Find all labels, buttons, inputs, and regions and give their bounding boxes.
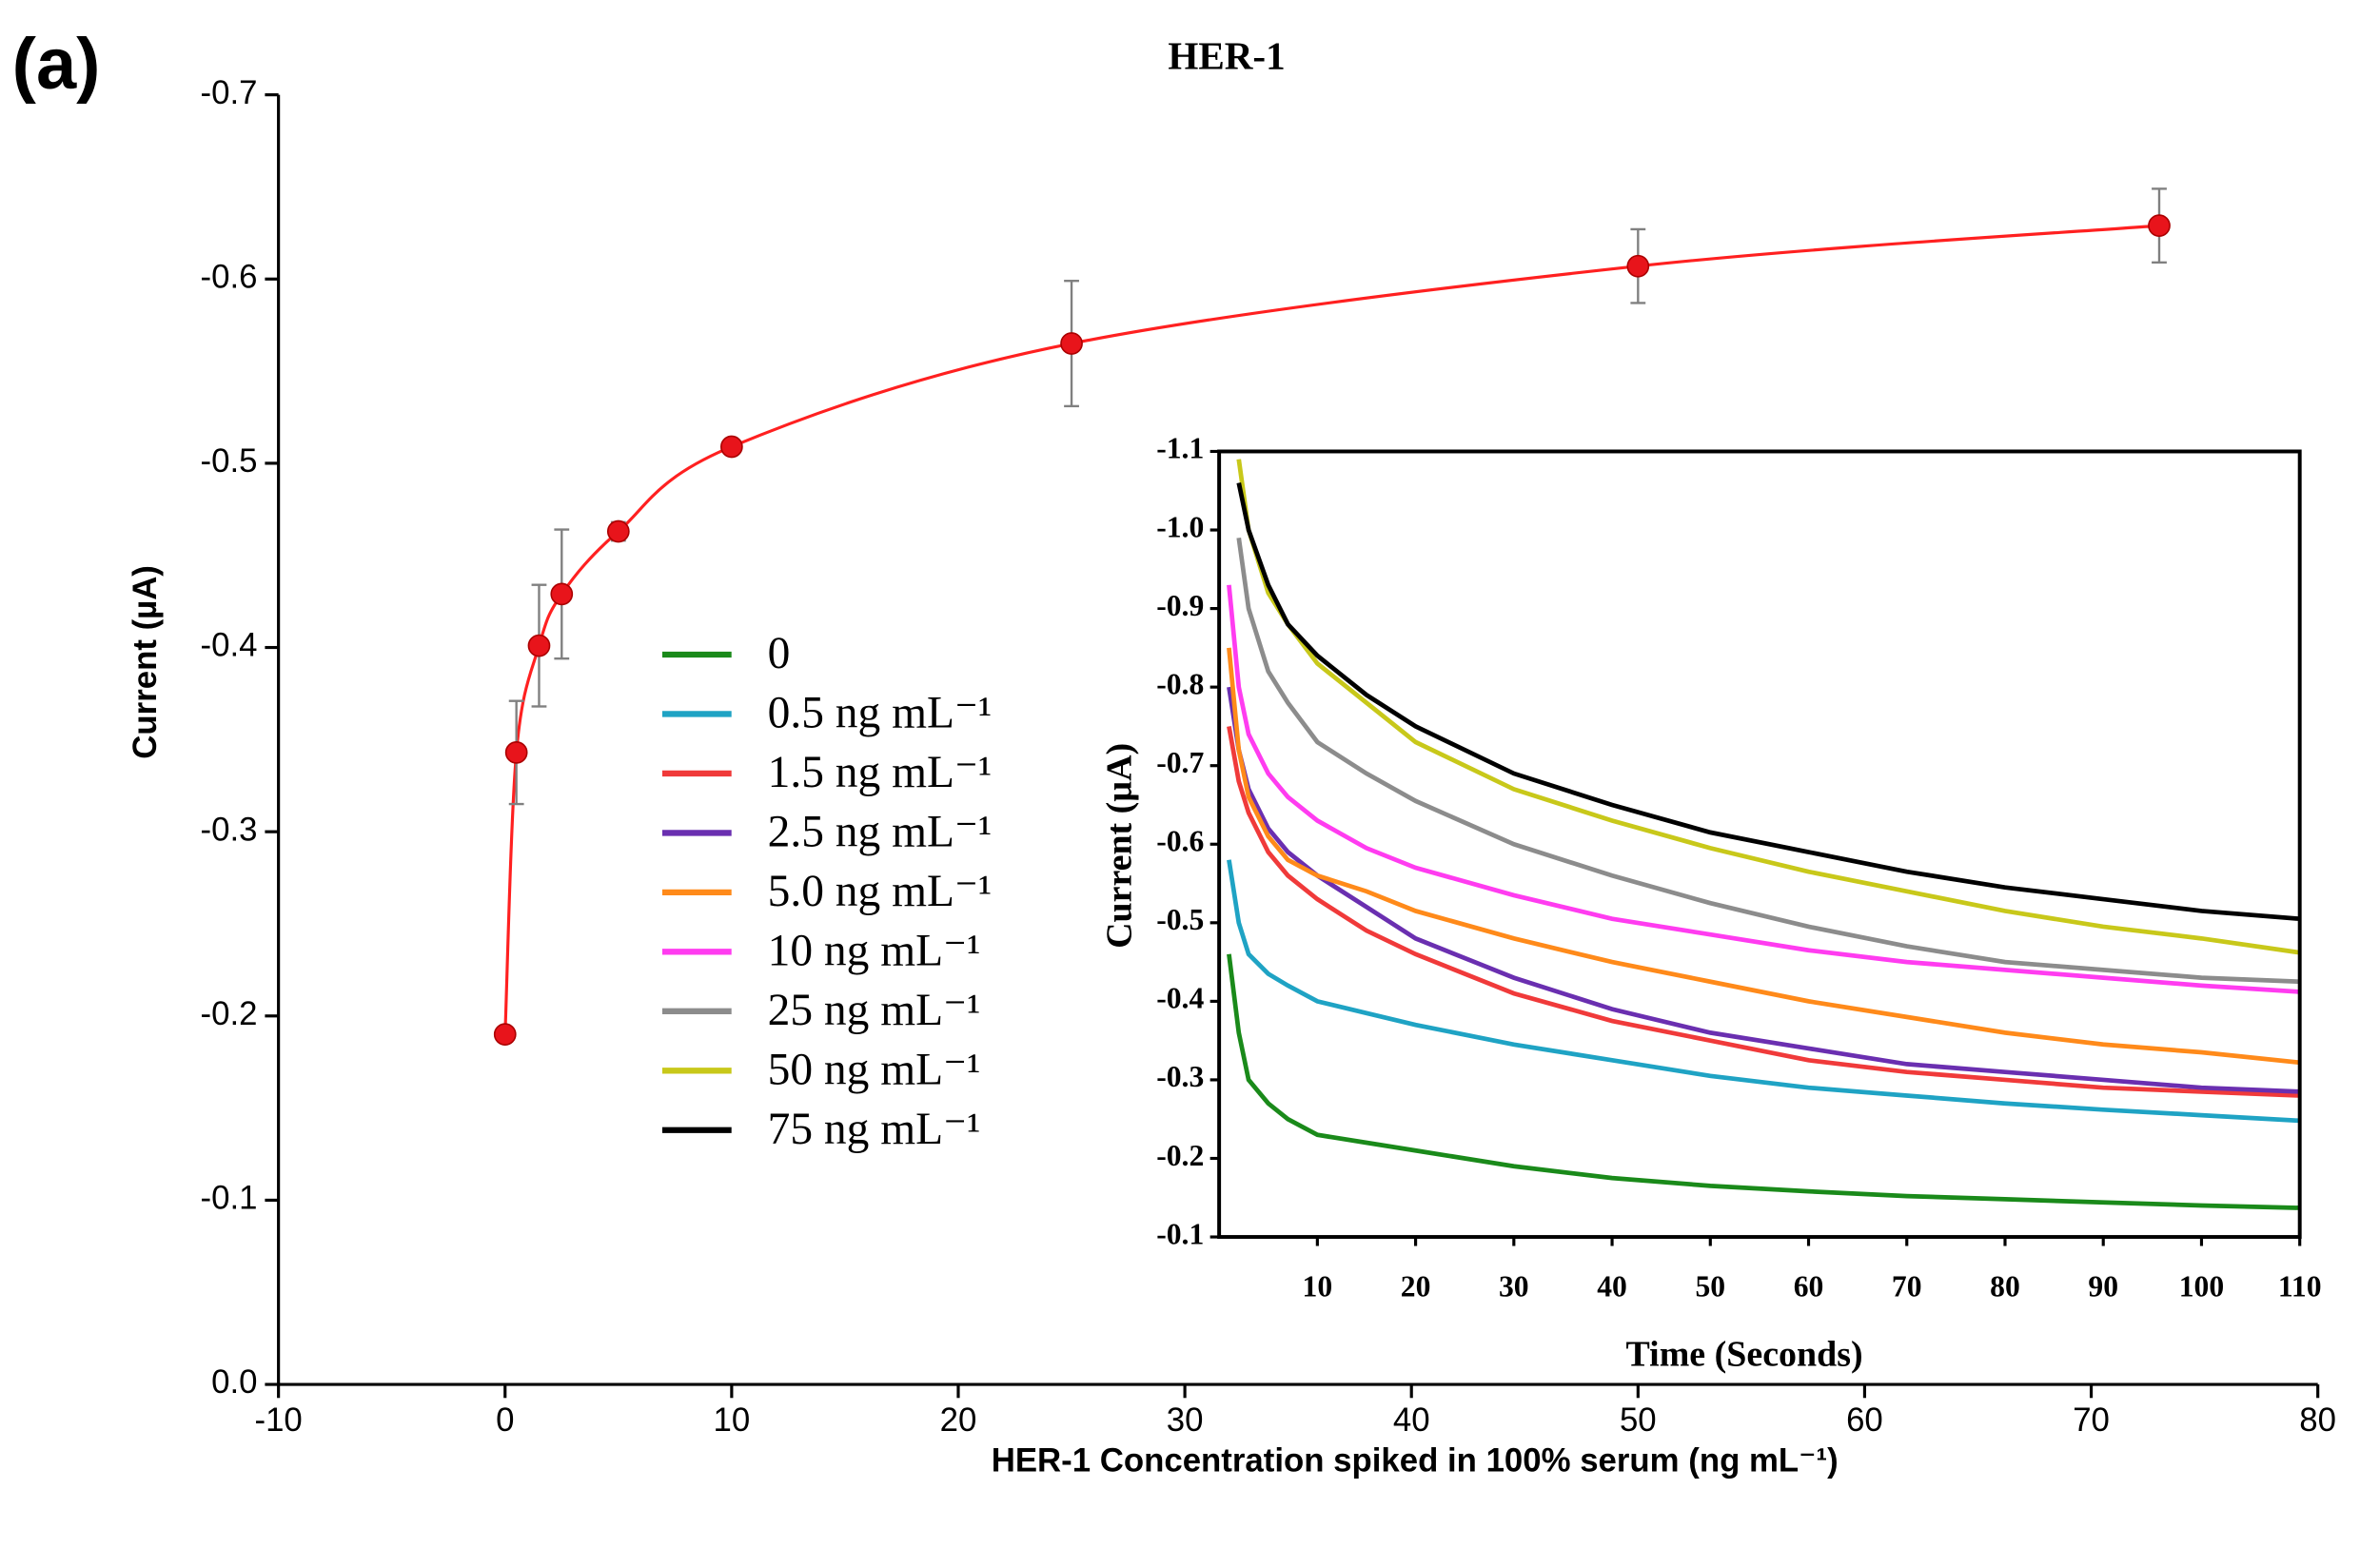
legend-label: 2.5 ng mL⁻¹	[768, 807, 993, 856]
data-point	[504, 741, 528, 764]
inset-x-tick-label: 110	[2278, 1270, 2322, 1303]
inset-x-tick-label: 70	[1892, 1270, 1922, 1303]
data-point	[2148, 214, 2171, 237]
inset-y-tick-label: -0.1	[1156, 1217, 1204, 1250]
series-line	[1227, 686, 2300, 1094]
inset-y-tick-label: -0.8	[1156, 667, 1204, 700]
series-line	[1227, 647, 2300, 1066]
y-tick-label: -0.4	[201, 628, 258, 664]
series-line	[1227, 859, 2300, 1124]
data-point	[1060, 332, 1083, 355]
x-tick-label: 20	[940, 1402, 977, 1439]
data-point	[606, 519, 630, 543]
x-tick-label: 30	[1167, 1402, 1204, 1439]
inset-y-tick-label: -1.0	[1156, 510, 1204, 543]
data-point	[527, 634, 551, 657]
x-tick-label: 10	[714, 1402, 751, 1439]
legend-label: 75 ng mL⁻¹	[768, 1105, 981, 1154]
inset-y-tick-label: -1.1	[1156, 432, 1204, 465]
series-line	[1227, 953, 2300, 1210]
inset-x-tick-label: 80	[1990, 1270, 2020, 1303]
series-line	[1236, 482, 2300, 922]
y-axis-label: Current (µA)	[128, 565, 164, 759]
y-tick-label: -0.7	[201, 75, 258, 111]
legend-label: 50 ng mL⁻¹	[768, 1045, 981, 1094]
legend-label: 1.5 ng mL⁻¹	[768, 748, 993, 797]
panel-label: (a)	[12, 24, 101, 105]
data-point	[1626, 254, 1650, 278]
x-tick-label: 40	[1393, 1402, 1430, 1439]
inset-x-tick-label: 50	[1695, 1270, 1725, 1303]
inset-x-tick-label: 100	[2179, 1270, 2224, 1303]
series-line	[1236, 537, 2300, 985]
legend-label: 10 ng mL⁻¹	[768, 926, 981, 975]
legend-label: 5.0 ng mL⁻¹	[768, 867, 993, 916]
y-tick-label: -0.3	[201, 812, 258, 848]
inset-x-tick-label: 90	[2088, 1270, 2118, 1303]
inset-y-tick-label: -0.7	[1156, 746, 1204, 779]
inset-y-tick-label: -0.9	[1156, 589, 1204, 622]
x-tick-label: -10	[254, 1402, 302, 1439]
inset-x-tick-label: 20	[1401, 1270, 1431, 1303]
x-axis-label: HER-1 Concentration spiked in 100% serum…	[992, 1442, 1839, 1479]
inset-y-tick-label: -0.5	[1156, 903, 1204, 936]
y-tick-label: -0.1	[201, 1181, 258, 1217]
x-tick-label: 80	[2299, 1402, 2336, 1439]
y-tick-label: -0.6	[201, 259, 258, 295]
inset-x-tick-label: 10	[1303, 1270, 1333, 1303]
inset-x-tick-label: 40	[1597, 1270, 1627, 1303]
inset-y-tick-label: -0.6	[1156, 825, 1204, 858]
inset-y-axis-label: Current (µA)	[1100, 743, 1140, 949]
fit-curve	[503, 224, 2160, 1035]
inset-x-axis-label: Time (Seconds)	[1626, 1334, 1863, 1374]
inset-x-tick-label: 60	[1794, 1270, 1824, 1303]
legend-label: 0	[768, 629, 791, 678]
inset-y-tick-label: -0.4	[1156, 982, 1204, 1015]
x-tick-label: 0	[496, 1402, 514, 1439]
legend-label: 0.5 ng mL⁻¹	[768, 689, 993, 738]
inset-x-tick-label: 30	[1499, 1270, 1529, 1303]
data-point	[550, 582, 574, 606]
y-tick-label: -0.5	[201, 443, 258, 480]
chart-title: HER-1	[1168, 34, 1285, 78]
inset-y-tick-label: -0.2	[1156, 1139, 1204, 1172]
x-tick-label: 60	[1846, 1402, 1883, 1439]
y-tick-label: 0.0	[211, 1364, 257, 1401]
data-point	[720, 435, 743, 459]
data-point	[493, 1023, 517, 1047]
inset-frame	[1217, 449, 2302, 1240]
series-line	[1227, 726, 2300, 1098]
y-tick-label: -0.2	[201, 996, 258, 1032]
x-tick-label: 70	[2073, 1402, 2110, 1439]
legend-label: 25 ng mL⁻¹	[768, 986, 981, 1035]
series-line	[1227, 584, 2300, 994]
inset-y-tick-label: -0.3	[1156, 1060, 1204, 1093]
x-tick-label: 50	[1620, 1402, 1657, 1439]
